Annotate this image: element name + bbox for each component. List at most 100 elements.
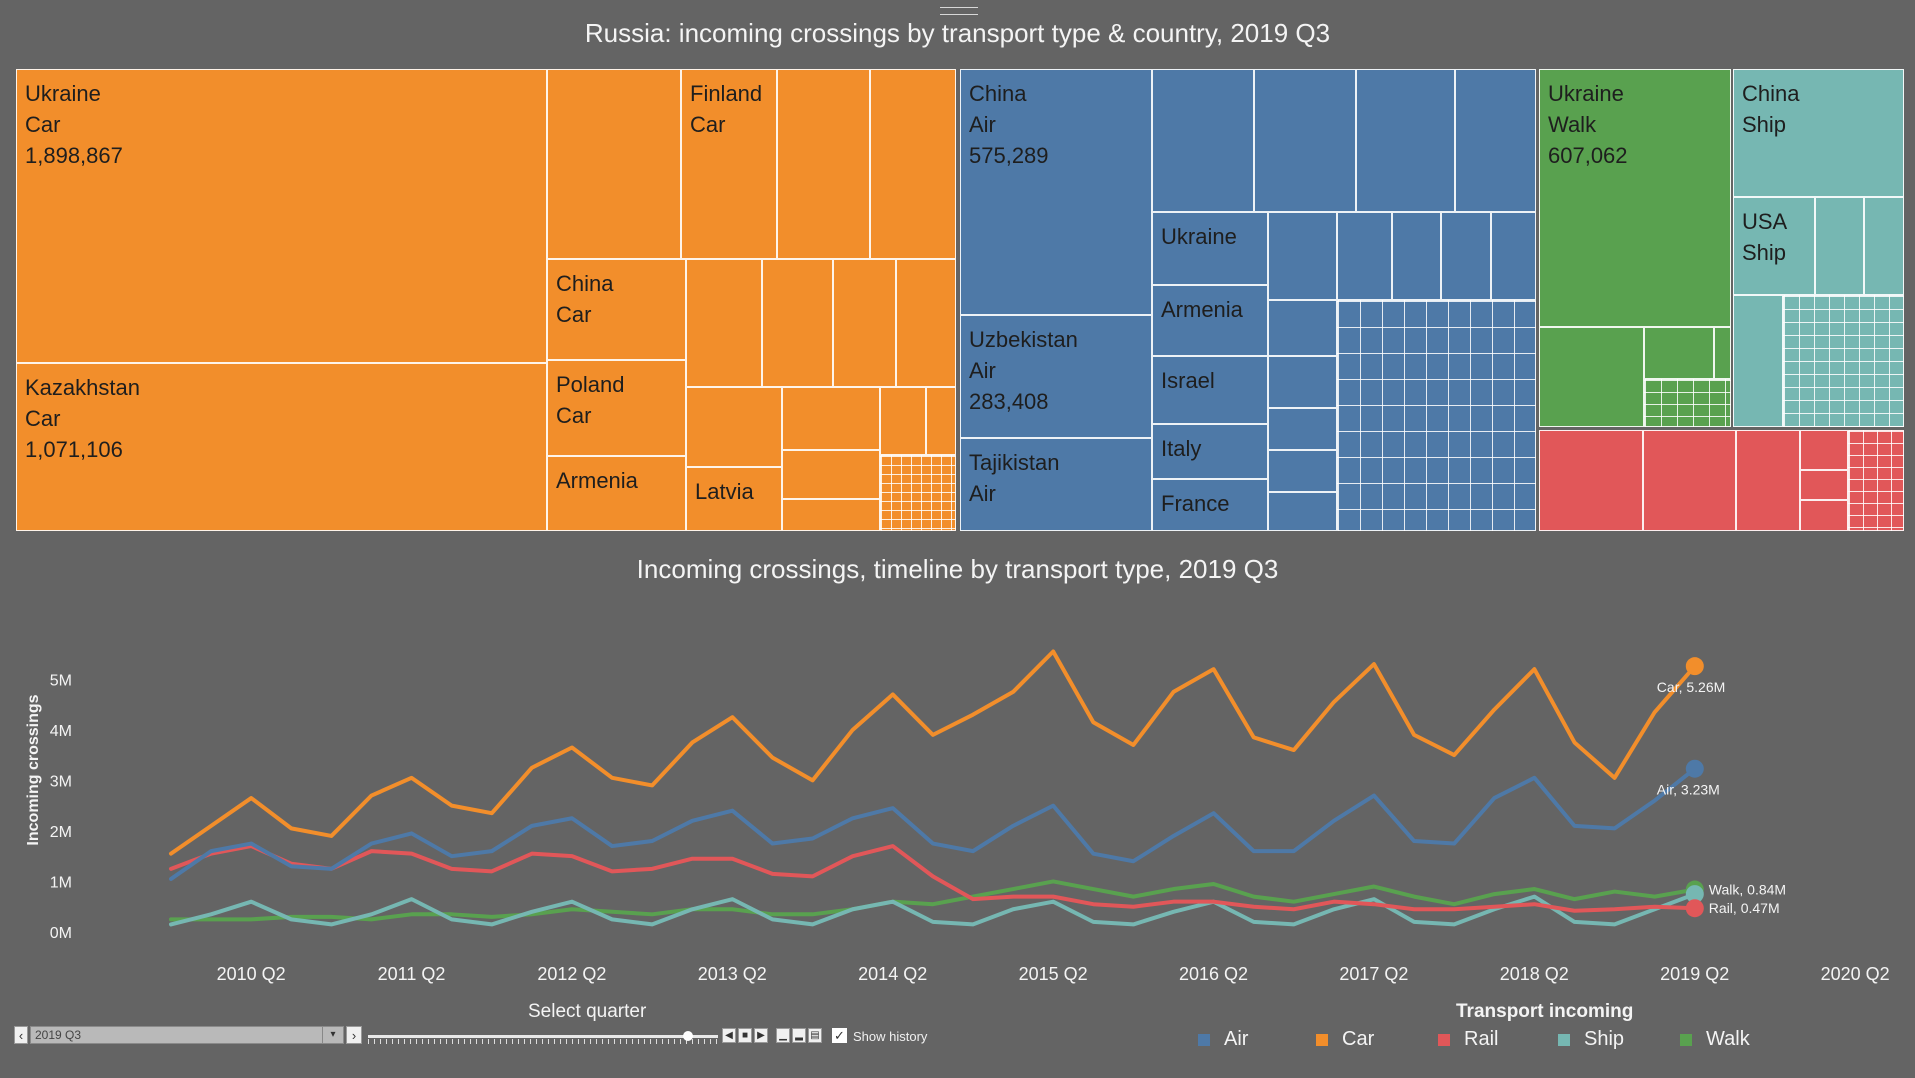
tm-usa-ship[interactable]: USA Ship: [1733, 197, 1815, 295]
tm-latvia-car[interactable]: Latvia: [686, 467, 782, 531]
tm-car-cell[interactable]: [880, 387, 926, 455]
tm-rail-cell[interactable]: [1800, 430, 1848, 470]
tm-ship-cell[interactable]: [1864, 197, 1904, 295]
step-back-icon[interactable]: ◀: [722, 1028, 736, 1043]
drag-handle[interactable]: [940, 7, 978, 15]
tm-walk-cell[interactable]: [1644, 327, 1714, 379]
tm-ukraine-walk[interactable]: Ukraine Walk 607,062: [1539, 69, 1731, 327]
series-line-car[interactable]: [169, 649, 1697, 856]
tm-air-cell[interactable]: [1268, 212, 1337, 300]
chevron-down-icon[interactable]: ▾: [322, 1027, 343, 1043]
legend-item-ship[interactable]: Ship: [1558, 1028, 1624, 1051]
tm-walk-cell[interactable]: [1539, 327, 1644, 427]
tm-air-cell[interactable]: [1392, 212, 1441, 300]
series-line-rail[interactable]: [169, 844, 1697, 913]
series-line-air[interactable]: [169, 766, 1697, 881]
tm-ship-small-cells[interactable]: [1783, 295, 1904, 427]
tm-ship-cell[interactable]: [1733, 295, 1783, 427]
tm-walk-small-cells[interactable]: [1644, 379, 1731, 427]
tm-china-car[interactable]: China Car: [547, 259, 686, 360]
tm-car-cell[interactable]: [870, 69, 956, 259]
tm-poland-car[interactable]: Poland Car: [547, 360, 686, 456]
tm-label: Italy: [1161, 436, 1202, 461]
tm-rail-small-cells[interactable]: [1848, 430, 1904, 531]
tm-car-cell[interactable]: [896, 259, 956, 387]
tm-car-small-cells[interactable]: [880, 455, 956, 531]
series-end-point-rail[interactable]: [1685, 899, 1704, 918]
tm-air-cell[interactable]: [1268, 408, 1337, 450]
quarter-slider-track[interactable]: [368, 1035, 718, 1038]
tm-label: Latvia: [695, 479, 754, 504]
tm-walk-cell[interactable]: [1714, 327, 1731, 379]
series-end-point-car[interactable]: [1685, 657, 1704, 676]
legend-item-car[interactable]: Car: [1316, 1028, 1374, 1051]
tm-air-cell[interactable]: [1152, 69, 1254, 212]
quarter-select[interactable]: 2019 Q3 ▾: [30, 1026, 344, 1044]
legend-item-air[interactable]: Air: [1198, 1028, 1248, 1051]
tm-israel-air[interactable]: Israel: [1152, 356, 1268, 424]
tm-car-cell[interactable]: [686, 387, 782, 467]
tm-finland-car[interactable]: Finland Car: [681, 69, 777, 259]
speed-fast-icon[interactable]: ▤: [808, 1028, 822, 1043]
x-tick-label: 2012 Q2: [537, 964, 606, 984]
show-history-checkbox[interactable]: ✓: [832, 1028, 847, 1043]
y-tick-label: 2M: [50, 824, 72, 841]
tm-armenia-car[interactable]: Armenia: [547, 456, 686, 531]
x-tick-label: 2015 Q2: [1019, 964, 1088, 984]
tm-air-cell[interactable]: [1268, 492, 1337, 531]
series-line-walk[interactable]: [169, 879, 1697, 922]
tm-rail-cell[interactable]: [1800, 470, 1848, 500]
tm-air-cell[interactable]: [1268, 300, 1337, 356]
tm-rail-cell[interactable]: [1643, 430, 1736, 531]
prev-quarter-button[interactable]: ‹: [14, 1026, 28, 1044]
series-end-point-ship[interactable]: [1685, 885, 1704, 904]
tm-car-cell[interactable]: [926, 387, 956, 455]
tm-air-cell[interactable]: [1268, 450, 1337, 492]
next-quarter-button[interactable]: ›: [346, 1026, 362, 1044]
tm-air-cell[interactable]: [1254, 69, 1356, 212]
tm-car-cell[interactable]: [782, 499, 880, 531]
tm-rail-cell[interactable]: [1539, 430, 1643, 531]
legend-item-walk[interactable]: Walk: [1680, 1028, 1750, 1051]
tm-china-ship[interactable]: China Ship: [1733, 69, 1904, 197]
play-icon[interactable]: ▶: [754, 1028, 768, 1043]
series-end-point-air[interactable]: [1685, 759, 1704, 778]
tm-ukraine-car[interactable]: Ukraine Car 1,898,867: [16, 69, 547, 363]
tm-china-air[interactable]: China Air 575,289: [960, 69, 1152, 315]
tm-car-cell[interactable]: [782, 387, 880, 450]
x-tick-label: 2010 Q2: [217, 964, 286, 984]
legend-item-rail[interactable]: Rail: [1438, 1028, 1498, 1051]
tm-uzbekistan-air[interactable]: Uzbekistan Air 283,408: [960, 315, 1152, 438]
stop-icon[interactable]: ■: [738, 1028, 752, 1043]
tm-air-cell[interactable]: [1268, 356, 1337, 408]
tm-ship-cell[interactable]: [1815, 197, 1864, 295]
tm-air-cell[interactable]: [1491, 212, 1536, 300]
tm-armenia-air[interactable]: Armenia: [1152, 285, 1268, 356]
tm-car-cell[interactable]: [686, 259, 762, 387]
tm-car-cell[interactable]: [547, 69, 681, 259]
tm-car-cell[interactable]: [833, 259, 896, 387]
tm-rail-cell[interactable]: [1736, 430, 1800, 531]
timeline-chart: Incoming crossings 0M 1M 2M 3M 4M 5M 2010 Q2 201…: [25, 649, 1890, 984]
tm-label: Armenia: [556, 468, 638, 493]
tm-air-small-cells[interactable]: [1337, 300, 1536, 531]
tm-car-cell[interactable]: [762, 259, 833, 387]
tm-tajikistan-air[interactable]: Tajikistan Air: [960, 438, 1152, 531]
tm-ukraine-air[interactable]: Ukraine: [1152, 212, 1268, 285]
series-line-ship[interactable]: [169, 892, 1697, 927]
quarter-slider-handle[interactable]: [683, 1031, 693, 1041]
tm-car-cell[interactable]: [782, 450, 880, 499]
tm-rail-cell[interactable]: [1800, 500, 1848, 531]
tm-france-air[interactable]: France: [1152, 479, 1268, 531]
speed-slow-icon[interactable]: ▁: [776, 1028, 790, 1043]
tm-car-cell[interactable]: [777, 69, 870, 259]
tm-italy-air[interactable]: Italy: [1152, 424, 1268, 479]
tm-air-cell[interactable]: [1455, 69, 1536, 212]
tm-kazakhstan-car[interactable]: Kazakhstan Car 1,071,106: [16, 363, 547, 531]
tm-air-cell[interactable]: [1337, 212, 1392, 300]
x-tick-label: 2011 Q2: [378, 964, 446, 984]
tm-air-cell[interactable]: [1441, 212, 1491, 300]
tm-label: Uzbekistan Air 283,408: [969, 327, 1078, 414]
tm-air-cell[interactable]: [1356, 69, 1455, 212]
speed-medium-icon[interactable]: ▂: [792, 1028, 806, 1043]
